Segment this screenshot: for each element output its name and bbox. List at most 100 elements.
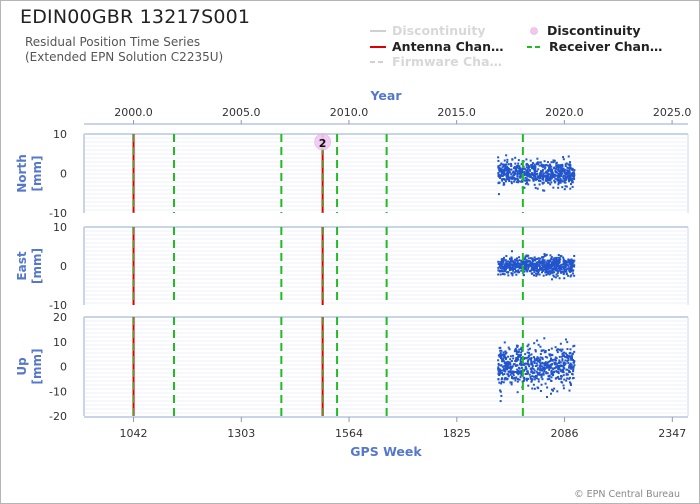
residual-point — [505, 351, 508, 354]
residual-point — [517, 159, 520, 162]
residual-point — [516, 357, 519, 360]
residual-point — [571, 259, 574, 262]
residual-point — [511, 177, 514, 180]
legend-item-antenna-change[interactable]: Antenna Chan… — [370, 39, 504, 54]
residual-point — [505, 261, 508, 264]
residual-point — [541, 357, 544, 360]
top-axis-tick-label: 2010.0 — [330, 106, 369, 119]
residual-point — [525, 259, 528, 262]
residual-point — [563, 265, 566, 268]
residual-point — [507, 167, 510, 170]
residual-point — [497, 159, 500, 162]
residual-point — [552, 373, 555, 376]
residual-point — [555, 377, 558, 380]
residual-point — [569, 366, 572, 369]
residual-point — [531, 177, 534, 180]
residual-point — [503, 267, 506, 270]
residual-point — [511, 171, 514, 174]
residual-point — [504, 259, 507, 262]
residual-point — [541, 356, 544, 359]
residual-point — [541, 258, 544, 261]
residual-point — [545, 268, 548, 271]
residual-point — [541, 269, 544, 272]
residual-point — [547, 263, 550, 266]
residual-point — [503, 353, 506, 356]
residual-point — [523, 263, 526, 266]
residual-point — [535, 162, 538, 165]
residual-point — [569, 166, 572, 169]
residual-point — [524, 172, 527, 175]
residual-point — [513, 271, 516, 274]
residual-point — [567, 163, 570, 166]
residual-point — [497, 372, 500, 375]
residual-point — [516, 378, 519, 381]
residual-point — [534, 258, 537, 261]
residual-point — [558, 256, 561, 259]
legend-item-discontinuity-line[interactable]: Discontinuity — [370, 23, 485, 38]
residual-point — [506, 158, 509, 161]
residual-point — [525, 179, 528, 182]
residual-point — [547, 268, 550, 271]
residual-point — [547, 349, 550, 352]
residual-point — [551, 278, 554, 281]
residual-point — [568, 370, 571, 373]
residual-point — [498, 166, 501, 169]
residual-point — [510, 376, 513, 379]
residual-point — [516, 260, 519, 263]
residual-point — [502, 351, 505, 354]
legend-item-receiver-change[interactable]: Receiver Chan… — [527, 39, 662, 54]
residual-point — [499, 346, 502, 349]
residual-point — [530, 379, 533, 382]
residual-point — [550, 258, 553, 261]
residual-point — [519, 370, 522, 373]
residual-point — [535, 270, 538, 273]
residual-point — [527, 267, 530, 270]
residual-point — [505, 361, 508, 364]
residual-point — [511, 366, 514, 369]
residual-point — [573, 360, 576, 363]
residual-point — [533, 183, 536, 186]
bottom-axis-tick-label: 2086 — [551, 427, 579, 440]
residual-point — [513, 350, 516, 353]
residual-point — [517, 372, 520, 375]
residual-point — [498, 372, 501, 375]
residual-point — [537, 387, 540, 390]
residual-point — [536, 157, 539, 160]
residual-point — [533, 271, 536, 274]
legend-item-discontinuity-marker[interactable]: Discontinuity — [527, 23, 640, 38]
residual-point — [534, 359, 537, 362]
residual-point — [549, 259, 552, 262]
residual-point — [526, 172, 529, 175]
residual-point — [522, 379, 525, 382]
residual-point — [543, 167, 546, 170]
residual-point — [571, 377, 574, 380]
residual-point — [550, 265, 553, 268]
residual-point — [503, 361, 506, 364]
residual-point — [541, 182, 544, 185]
residual-point — [538, 361, 541, 364]
residual-point — [536, 356, 539, 359]
legend-item-firmware-change[interactable]: Firmware Cha… — [370, 54, 502, 69]
residual-point — [538, 360, 541, 363]
residual-point — [500, 265, 503, 268]
residual-point — [507, 262, 510, 265]
residual-point — [507, 346, 510, 349]
residual-point — [501, 166, 504, 169]
residual-point — [504, 263, 507, 266]
residual-point — [566, 264, 569, 267]
residual-point — [515, 177, 518, 180]
residual-point — [526, 260, 529, 263]
residual-point — [566, 373, 569, 376]
residual-point — [497, 362, 500, 365]
residual-point — [562, 256, 565, 259]
residual-point — [541, 260, 544, 263]
residual-point — [529, 257, 532, 260]
residual-point — [500, 355, 503, 358]
residual-point — [555, 256, 558, 259]
residual-point — [547, 181, 550, 184]
residual-point — [543, 268, 546, 271]
residual-point — [560, 377, 563, 380]
residual-point — [533, 256, 536, 259]
residual-point — [560, 375, 563, 378]
